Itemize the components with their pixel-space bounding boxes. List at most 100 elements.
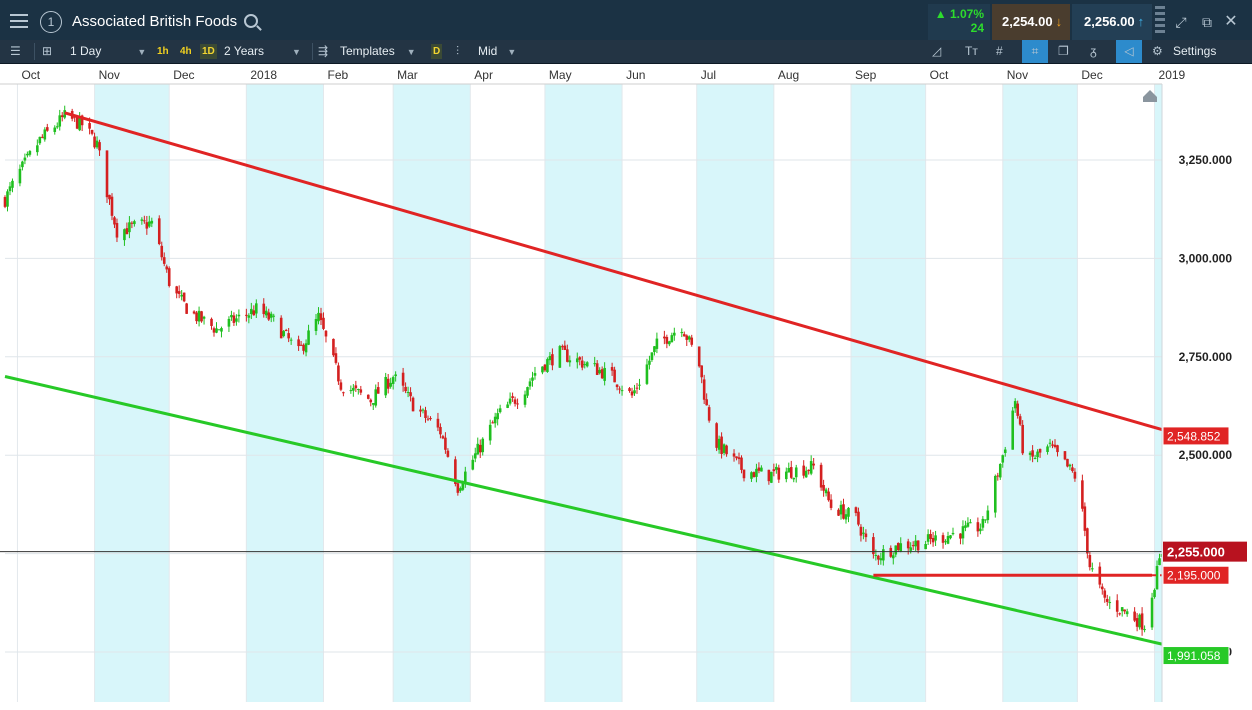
candle-down	[167, 268, 171, 286]
candle-up	[140, 219, 144, 221]
candle-up	[78, 116, 81, 131]
candle-up	[1028, 452, 1032, 455]
candle-up	[1150, 597, 1154, 628]
candle-up	[269, 313, 273, 318]
candle-down	[595, 363, 599, 375]
buy-button[interactable]: 2,256.00 ↑	[1072, 4, 1152, 40]
candle-up	[150, 220, 154, 224]
range-select[interactable]: 2 Years ▼	[224, 44, 301, 58]
candle-up	[655, 338, 659, 349]
candle-up	[1068, 464, 1072, 467]
search-icon[interactable]	[244, 14, 258, 28]
title-bar: 1 Associated British Foods ▲ 1.07% 24 2,…	[0, 0, 1252, 44]
candle-up	[966, 522, 970, 527]
last-price-tag-text: 2,255.000	[1167, 545, 1225, 560]
close-icon[interactable]: ✕	[1224, 13, 1238, 30]
indicator-icon[interactable]: ᵹ	[1090, 44, 1097, 58]
candle-up	[1158, 558, 1161, 566]
candle-down	[740, 457, 743, 470]
candle-up	[28, 151, 32, 155]
candle-down	[600, 369, 604, 379]
sell-arrow-icon: ↓	[1055, 14, 1063, 29]
alert-icon[interactable]: ◁	[1116, 40, 1142, 63]
popout-icon[interactable]: ⧉	[1202, 14, 1212, 30]
gear-icon[interactable]: ⚙	[1152, 44, 1163, 58]
candle-down	[725, 445, 728, 455]
instrument-name[interactable]: Associated British Foods	[72, 13, 238, 30]
price-chart[interactable]: Oct Nov Dec 2018 Feb Mar Apr May Jun Jul Aug Sep Oct…	[0, 64, 1252, 710]
d-chip[interactable]: D	[431, 44, 443, 59]
menu-icon[interactable]	[6, 10, 32, 34]
candle-up	[1143, 629, 1146, 631]
change-percent-value: 1.07%	[949, 7, 984, 21]
candle-up	[23, 157, 27, 161]
candle-up	[824, 489, 828, 494]
resistance-price-tag-text: 2,548.852	[1167, 429, 1221, 443]
candle-down	[543, 364, 547, 371]
list-icon[interactable]: ☰	[10, 44, 21, 58]
candle-up	[533, 373, 537, 376]
month-band	[246, 84, 324, 702]
candle-down	[80, 115, 84, 126]
interval-1h[interactable]: 1h	[157, 46, 169, 57]
candle-up	[227, 318, 231, 327]
draw-line-icon[interactable]: ◿	[932, 44, 942, 58]
candle-up	[36, 145, 39, 153]
candle-down	[665, 336, 669, 344]
candle-up	[949, 535, 952, 539]
price-type-select[interactable]: Mid ▼	[478, 44, 517, 58]
candle-up	[95, 140, 99, 148]
candle-up	[1003, 449, 1007, 453]
x-tick-label: Feb	[327, 68, 348, 82]
candle-down	[732, 453, 736, 457]
candle-up	[934, 535, 937, 541]
interval-1d[interactable]: 1D	[200, 44, 217, 59]
candle-up	[250, 308, 253, 315]
candle-down	[160, 245, 164, 258]
candle-down	[334, 353, 338, 363]
candle-up	[981, 518, 985, 528]
text-tool-icon[interactable]: Tт	[965, 44, 978, 58]
candle-down	[837, 509, 840, 516]
candle-down	[1018, 416, 1022, 425]
candle-down	[98, 142, 101, 151]
candle-up	[575, 358, 579, 363]
buy-price: 2,256.00	[1084, 14, 1135, 29]
candle-up	[197, 310, 201, 322]
sell-button[interactable]: 2,254.00 ↓	[992, 4, 1070, 40]
candle-down	[857, 511, 860, 525]
interval-select[interactable]: 1 Day ▼	[70, 44, 147, 58]
copy-icon[interactable]: ❐	[1058, 44, 1069, 58]
candle-down	[185, 303, 188, 314]
candle-down	[1086, 528, 1089, 554]
candle-down	[705, 399, 708, 406]
horizontal-support-price-tag-bg	[1162, 565, 1230, 585]
candle-down	[682, 334, 686, 337]
workspace-badge-icon[interactable]: 1	[40, 11, 62, 33]
candle-down	[262, 303, 266, 315]
candle-up	[750, 472, 753, 479]
candle-down	[1063, 451, 1067, 460]
candle-up	[18, 168, 22, 184]
interval-4h[interactable]: 4h	[180, 46, 192, 57]
candle-up	[770, 471, 773, 483]
candle-down	[516, 403, 519, 405]
candle-down	[426, 418, 430, 420]
candle-down	[332, 338, 335, 356]
crosshair-icon[interactable]: ⌗	[1022, 40, 1048, 63]
candle-down	[580, 360, 584, 368]
candle-down	[702, 379, 706, 400]
candle-up	[1108, 602, 1112, 604]
candle-down	[279, 317, 283, 339]
settings-button[interactable]: Settings	[1173, 44, 1217, 58]
candle-down	[715, 423, 718, 448]
layout-icon[interactable]: ⊞	[42, 44, 53, 58]
price-change-box: ▲ 1.07% 24	[928, 4, 990, 40]
expand-icon[interactable]: ⤢	[1175, 14, 1187, 30]
drag-grip-icon[interactable]	[1155, 6, 1165, 38]
templates-select[interactable]: Templates ▼	[340, 44, 416, 58]
support-line	[4, 375, 1163, 646]
candle-up	[583, 364, 587, 366]
candle-up	[58, 115, 62, 127]
grid-icon[interactable]: #	[996, 44, 1003, 58]
